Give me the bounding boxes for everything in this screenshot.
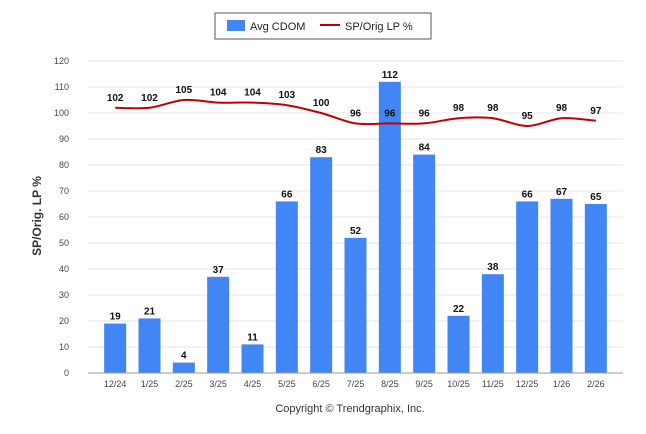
x-tick-label: 2/25 [175,379,193,389]
bar-data-label: 21 [144,306,156,317]
bar-data-label: 11 [247,332,258,343]
bar [172,362,195,373]
x-tick-label: 7/25 [347,379,365,389]
x-tick-label: 5/25 [278,379,296,389]
legend-box [214,12,432,40]
bar [378,81,401,374]
bar-data-label: 66 [281,189,293,200]
line-data-label: 105 [175,85,192,96]
copyright-text: Copyright © Trendgraphix, Inc. [275,403,424,415]
x-tick-label: 12/24 [104,379,127,389]
line-data-label: 104 [210,88,227,99]
bar [516,201,539,373]
bar-data-labels: 19 21 4 37 11 66 83 52 112 84 22 38 66 67 65 [110,70,602,362]
line-data-label: 95 [522,111,534,122]
y-tick-label: 0 [64,368,69,378]
line-data-label: 96 [419,108,431,119]
y-axis-title: SP/Orig. LP % [30,176,44,256]
bar [481,274,504,373]
bar-data-label: 38 [487,262,499,273]
y-tick-label: 100 [54,108,69,118]
y-axis-ticks: 0 10 20 30 40 50 60 70 80 90 100 110 120 [54,56,69,378]
line-data-label: 102 [141,93,158,104]
y-tick-label: 70 [59,186,69,196]
bar-data-label: 66 [522,189,534,200]
y-tick-label: 10 [59,342,69,352]
x-tick-label: 3/25 [209,379,227,389]
bar-data-label: 83 [316,145,328,156]
bar [104,323,127,373]
x-tick-label: 8/25 [381,379,399,389]
bar-data-label: 4 [181,351,187,362]
x-tick-label: 9/25 [415,379,433,389]
bar [207,276,230,373]
line-data-label: 97 [590,106,602,117]
bar-data-label: 112 [382,70,399,81]
x-tick-label: 6/25 [312,379,330,389]
line-data-labels: 102 102 105 104 104 103 100 96 96 96 98 98 95 98 97 [107,85,602,122]
y-tick-label: 80 [59,160,69,170]
bar-data-label: 37 [213,265,225,276]
line-data-label: 103 [278,90,295,101]
bar-data-label: 65 [590,192,602,203]
line-data-label: 98 [556,103,568,114]
bars [104,81,607,374]
y-tick-label: 30 [59,290,69,300]
bar [413,154,436,373]
bar [138,318,161,373]
bar [447,315,470,373]
x-tick-label: 12/25 [516,379,539,389]
line-path [115,98,596,128]
bar [310,157,333,373]
y-tick-label: 60 [59,212,69,222]
line-data-label: 96 [350,108,362,119]
line-series [115,98,596,128]
bar-data-label: 52 [350,226,362,237]
x-tick-label: 2/26 [587,379,605,389]
bar-data-label: 84 [419,143,431,154]
line-data-label: 98 [453,103,465,114]
legend: Avg CDOM SP/Orig LP % [214,12,432,40]
legend-label-bar: Avg CDOM [250,21,305,33]
x-axis-ticks: 12/24 1/25 2/25 3/25 4/25 5/25 6/25 7/25 8/25 9/2… [104,379,605,389]
y-tick-label: 120 [54,56,69,66]
bar [344,237,367,373]
legend-label-line: SP/Orig LP % [345,21,413,33]
line-data-label: 104 [244,88,261,99]
bar [241,344,264,373]
y-tick-label: 50 [59,238,69,248]
bar [275,201,298,373]
x-tick-label: 1/25 [141,379,159,389]
line-data-label: 100 [313,98,330,109]
bar-data-label: 22 [453,304,465,315]
y-tick-label: 110 [55,82,69,92]
y-tick-label: 90 [59,134,69,144]
x-tick-label: 4/25 [244,379,262,389]
line-data-label: 98 [487,103,499,114]
bar-data-label: 19 [110,312,122,323]
x-tick-label: 10/25 [447,379,470,389]
x-tick-label: 1/26 [553,379,571,389]
x-tick-label: 11/25 [482,379,504,389]
line-data-label: 102 [107,93,124,104]
y-tick-label: 40 [59,264,69,274]
legend-swatch-bar [227,20,245,31]
bar [584,204,607,373]
bar-data-label: 67 [556,187,568,198]
line-data-label: 96 [384,108,396,119]
bar [550,198,573,373]
y-tick-label: 20 [59,316,69,326]
